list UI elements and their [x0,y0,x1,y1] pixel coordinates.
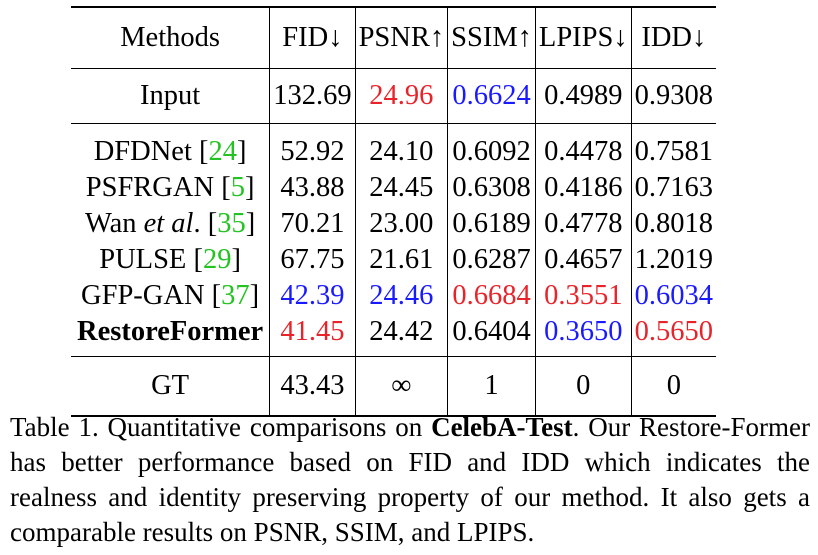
model-rows: DFDNet [24] 52.92 24.10 0.6092 0.4478 0.7581 P… [71,123,716,357]
method-label: GFP-GAN [81,279,205,311]
method-label: DFDNet [93,135,192,167]
header-idd: IDD↓ [630,7,716,69]
header-lpips: LPIPS↓ [534,7,632,69]
cell-psnr: 24.46 [354,278,448,314]
cell-psnr: 23.00 [354,206,448,242]
header-row: Methods FID↓ PSNR↑ SSIM↑ LPIPS↓ IDD↓ [71,7,716,69]
cell-psnr: 21.61 [354,242,448,278]
cell-fid: 43.88 [269,170,356,206]
method-label: PSFRGAN [85,171,215,203]
cell-fid: 67.75 [269,242,356,278]
cell-ssim: 0.6684 [447,278,536,314]
cell-lpips: 0.4657 [534,242,632,278]
gt-fid: 43.43 [269,356,356,416]
method-name: RestoreFormer [71,314,270,357]
method-label: PULSE [99,243,187,275]
table-row: DFDNet [24] 52.92 24.10 0.6092 0.4478 0.7581 [71,123,716,170]
cell-idd: 0.7163 [630,170,716,206]
cell-ssim: 0.6092 [447,123,536,170]
table-row: Wan et al. [35] 70.21 23.00 0.6189 0.4778 0.8… [71,206,716,242]
gt-name: GT [151,369,190,401]
table-caption: Table 1. Quantitative comparisons on Cel… [10,410,810,550]
cell-idd: 0.8018 [630,206,716,242]
method-name: GFP-GAN [37] [81,279,260,311]
table-row: GFP-GAN [37] 42.39 24.46 0.6684 0.3551 0.6034 [71,278,716,314]
cell-lpips: 0.4478 [534,123,632,170]
input-name: Input [140,79,201,111]
caption-lead: Table 1. Quantitative comparisons on [10,412,432,442]
caption-rest: . Our Restore-Former has better performa… [10,412,810,547]
method-name-italic: et al [143,207,194,239]
gt-idd: 0 [630,356,716,416]
cell-fid: 52.92 [269,123,356,170]
cell-idd: 0.7581 [630,123,716,170]
header-psnr: PSNR↑ [354,7,448,69]
header-ssim: SSIM↑ [447,7,536,69]
cell-psnr: 24.10 [354,123,448,170]
cell-idd: 1.2019 [630,242,716,278]
cell-idd: 0.6034 [630,278,716,314]
cell-idd: 0.5650 [630,314,716,357]
cell-lpips: 0.4186 [534,170,632,206]
method-name: PULSE [29] [99,243,241,275]
table-row: PSFRGAN [5] 43.88 24.45 0.6308 0.4186 0.7163 [71,170,716,206]
citation-link[interactable]: 24 [208,135,238,167]
cell-fid: 70.21 [269,206,356,242]
method-label: Wan [84,207,137,239]
gt-ssim: 1 [447,356,536,416]
cell-fid: 42.39 [269,278,356,314]
cell-lpips: 0.3551 [534,278,632,314]
input-ssim: 0.6624 [447,68,536,124]
cell-ssim: 0.6404 [447,314,536,357]
method-name: Wan et al. [35] [84,207,256,239]
cell-lpips: 0.4778 [534,206,632,242]
method-name: DFDNet [24] [93,135,247,167]
method-label: RestoreFormer [77,315,264,347]
input-lpips: 0.4989 [534,68,632,124]
citation-link[interactable]: 5 [230,171,245,203]
header-fid: FID↓ [269,7,356,69]
method-name: PSFRGAN [5] [85,171,255,203]
results-table: Methods FID↓ PSNR↑ SSIM↑ LPIPS↓ IDD↓ Inp… [71,6,716,417]
input-psnr: 24.96 [354,68,448,124]
table-row: RestoreFormer 41.45 24.42 0.6404 0.3650 0.565… [71,314,716,357]
gt-psnr: ∞ [354,356,448,416]
header-methods: Methods [120,21,220,53]
gt-lpips: 0 [534,356,632,416]
input-fid: 132.69 [269,68,356,124]
citation-link[interactable]: 37 [221,279,250,311]
input-row: Input 132.69 24.96 0.6624 0.4989 0.9308 [71,68,716,124]
caption-dataset: CelebA-Test [431,412,573,442]
gt-row: GT 43.43 ∞ 1 0 0 [71,356,716,416]
input-idd: 0.9308 [630,68,716,124]
citation-link[interactable]: 35 [217,207,246,239]
table-row: PULSE [29] 67.75 21.61 0.6287 0.4657 1.2019 [71,242,716,278]
cell-ssim: 0.6287 [447,242,536,278]
cell-lpips: 0.3650 [534,314,632,357]
cell-fid: 41.45 [269,314,356,357]
cell-psnr: 24.45 [354,170,448,206]
citation-link[interactable]: 29 [202,243,232,275]
cell-psnr: 24.42 [354,314,448,357]
cell-ssim: 0.6308 [447,170,536,206]
cell-ssim: 0.6189 [447,206,536,242]
